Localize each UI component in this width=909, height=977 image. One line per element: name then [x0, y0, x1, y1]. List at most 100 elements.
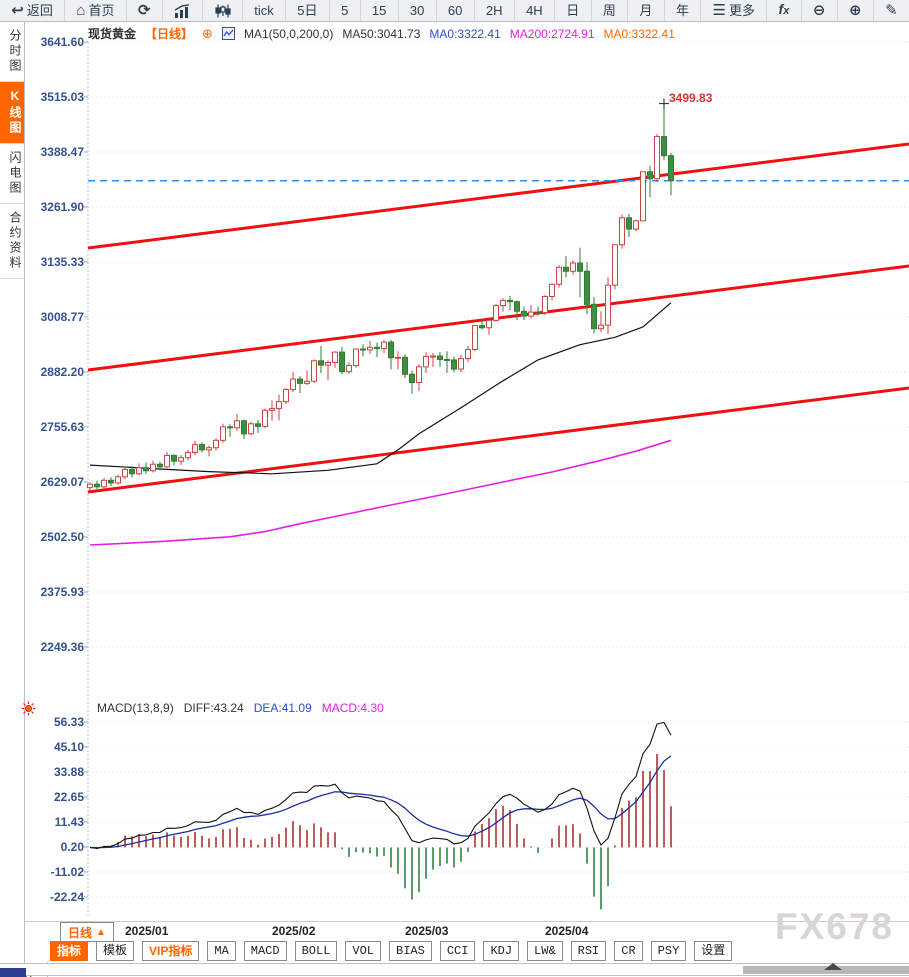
indicator-tab-VOL[interactable]: VOL [345, 941, 382, 961]
indicator-tab-CR[interactable]: CR [614, 941, 643, 961]
scrollbar-thumb[interactable] [743, 963, 909, 974]
indicator-fx-button[interactable]: fx [767, 0, 802, 21]
interval-tick-button-label: tick [254, 3, 274, 18]
period-selector-label: 日线 [68, 925, 93, 940]
interval-5d-button-label: 5日 [297, 3, 318, 18]
indicator-tab-KDJ[interactable]: KDJ [483, 941, 520, 961]
interval-5d-button[interactable]: 5日 [286, 0, 330, 21]
fx-icon: fx [778, 1, 790, 17]
main-y-tick: 3515.03 [40, 90, 84, 104]
indicator-tab-MA[interactable]: MA [207, 941, 236, 961]
pencil-icon: ✎ [885, 2, 898, 19]
macd-header: MACD(13,8,9) DIFF:43.24 DEA:41.09 MACD:4… [97, 700, 384, 715]
candle-chart-button[interactable] [203, 0, 243, 21]
home-button[interactable]: ⌂ 首页 [65, 0, 127, 21]
watermark-logo: FX678 [775, 906, 895, 947]
indicator-tab-LW&[interactable]: LW& [527, 941, 563, 961]
macd-y-tick: 33.88 [53, 765, 84, 779]
indicator-tab-BIAS[interactable]: BIAS [389, 941, 432, 961]
macd-y-tick: 45.10 [53, 740, 84, 754]
kline-settings-icon[interactable] [221, 27, 235, 40]
interval-month-button[interactable]: 月 [628, 0, 665, 21]
zoom-in-button[interactable]: ⊕ [838, 0, 874, 21]
back-icon: ↩ [11, 2, 24, 19]
indicator-tab-指标[interactable]: 指标 [50, 941, 89, 961]
corner-block [0, 968, 26, 977]
x-tick-2025/02: 2025/02 [272, 924, 316, 938]
interval-4h-button-label: 4H [526, 3, 543, 18]
ma-settings-label: MA1(50,0,200,0) [243, 26, 334, 41]
add-indicator-icon[interactable]: ⊕ [202, 25, 213, 41]
main-y-tick: 2249.36 [40, 640, 84, 654]
caret-up-icon: ▲ [96, 926, 106, 938]
interval-30m-button[interactable]: 30 [399, 0, 437, 21]
symbol-name: 现货黄金 [88, 27, 137, 41]
volume-chart-button[interactable] [163, 0, 204, 21]
interval-week-button[interactable]: 周 [592, 0, 629, 21]
indicator-tab-设置[interactable]: 设置 [694, 941, 733, 961]
candles-icon [215, 4, 231, 17]
zoom-in-icon: ⊕ [848, 2, 862, 19]
refresh-button[interactable]: ⟳ [127, 0, 163, 21]
interval-day-button[interactable]: 日 [555, 0, 592, 21]
main-y-tick: 2629.07 [40, 475, 84, 489]
indicator-tab-MACD[interactable]: MACD [243, 941, 287, 961]
more-button[interactable]: ☰ 更多 [701, 0, 768, 21]
main-y-tick: 2502.50 [40, 530, 84, 544]
interval-tick-button[interactable]: tick [243, 0, 287, 21]
interval-5m-button[interactable]: 5 [330, 0, 361, 21]
refresh-icon: ⟳ [138, 2, 151, 19]
home-icon: ⌂ [76, 2, 86, 19]
interval-60m-button-label: 60 [447, 3, 463, 18]
interval-5m-button-label: 5 [341, 3, 349, 18]
macd-y-tick: 0.20 [60, 840, 84, 854]
draw-button[interactable]: ✎ [874, 0, 909, 21]
top-toolbar: ↩ 返回 ⌂ 首页 ⟳ tick 5日 5 15 30 60 2H 4H 日周月年 ☰ 更多 fx ⊖ ⊕ ✎ [0, 0, 909, 22]
axis-separator-line [25, 921, 909, 922]
sidebar-item-3[interactable]: 合约资料 [0, 204, 24, 279]
horizontal-scrollbar[interactable] [0, 963, 909, 976]
macd-y-tick: 11.43 [54, 815, 84, 829]
indicator-tab-CCI[interactable]: CCI [439, 941, 476, 961]
main-y-tick: 3261.90 [40, 200, 84, 214]
interval-15m-button[interactable]: 15 [361, 0, 399, 21]
indicator-tab-VIP指标[interactable]: VIP指标 [142, 941, 200, 961]
indicator-tab-BOLL[interactable]: BOLL [294, 941, 338, 961]
macd-diff-value: DIFF:43.24 [183, 700, 244, 715]
high-price-annotation: 3499.83 [669, 91, 713, 105]
x-tick-2025/01: 2025/01 [125, 924, 169, 938]
ma0-blue-value: MA0:3322.41 [429, 26, 501, 41]
interval-2h-button-label: 2H [485, 3, 503, 18]
period-tag: 【日线】 [145, 27, 194, 41]
interval-2h-button[interactable]: 2H [475, 0, 515, 21]
main-y-tick: 2375.93 [40, 585, 84, 599]
interval-year-button[interactable]: 年 [665, 0, 702, 21]
interval-day-button-label: 日 [566, 3, 580, 18]
zoom-out-icon: ⊖ [812, 2, 826, 19]
scrollbar-arrow-icon [824, 963, 842, 970]
interval-week-button-label: 周 [602, 3, 616, 18]
macd-y-tick: 56.33 [53, 715, 84, 729]
main-y-tick: 3008.77 [40, 310, 84, 324]
left-sidebar: 分时图 K线图 闪电图 合约资料 [0, 22, 25, 977]
macd-y-tick: -11.02 [50, 865, 84, 879]
indicator-tab-模板[interactable]: 模板 [96, 941, 135, 961]
indicator-settings-icon[interactable] [21, 701, 36, 721]
zoom-out-button[interactable]: ⊖ [802, 0, 838, 21]
main-y-tick: 2882.20 [40, 365, 84, 379]
interval-4h-button[interactable]: 4H [515, 0, 555, 21]
period-selector-button[interactable]: 日线 ▲ [60, 922, 114, 942]
indicator-tab-PSY[interactable]: PSY [650, 941, 687, 961]
interval-60m-button[interactable]: 60 [437, 0, 475, 21]
sidebar-item-0[interactable]: 分时图 [0, 22, 24, 82]
menu-icon: ☰ [712, 2, 726, 19]
main-y-tick: 3388.47 [40, 145, 84, 159]
indicator-tab-RSI[interactable]: RSI [570, 941, 607, 961]
sidebar-item-2[interactable]: 闪电图 [0, 144, 24, 204]
indicator-tabs-row: 指标 模板 VIP指标 MA MACD BOLL VOL BIAS CCI KDJ LW& RSI CR… [50, 941, 740, 961]
x-tick-2025/04: 2025/04 [545, 924, 589, 938]
home-button-label: 首页 [88, 3, 115, 18]
sidebar-item-1[interactable]: K线图 [0, 82, 24, 144]
back-button[interactable]: ↩ 返回 [0, 0, 66, 21]
